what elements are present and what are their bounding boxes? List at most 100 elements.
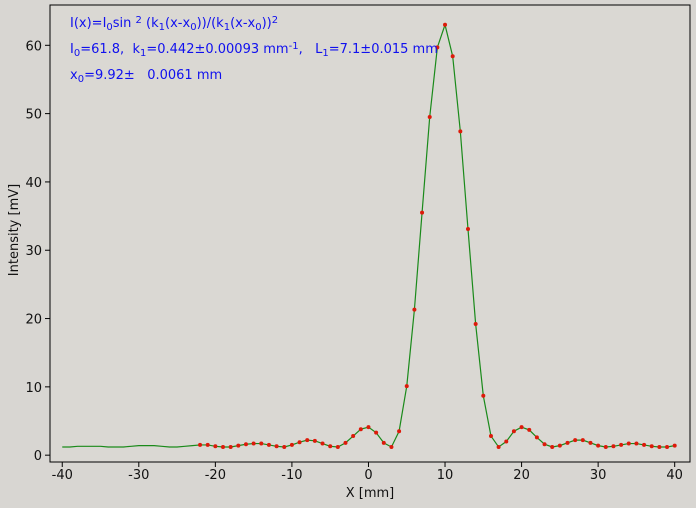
x-axis-label: X [mm] bbox=[346, 486, 395, 501]
data-point bbox=[366, 425, 371, 430]
annotation-part: -1 bbox=[289, 41, 299, 52]
data-point bbox=[443, 22, 448, 27]
data-point bbox=[343, 440, 348, 445]
data-point bbox=[534, 435, 539, 440]
data-point bbox=[243, 442, 248, 447]
annotation-part: (x-x bbox=[230, 16, 255, 31]
data-point bbox=[519, 425, 524, 430]
data-point bbox=[198, 442, 203, 447]
data-point bbox=[557, 443, 562, 448]
data-point bbox=[603, 444, 608, 449]
data-point bbox=[236, 443, 241, 448]
data-point bbox=[259, 441, 264, 446]
annotation-part: 1 bbox=[140, 48, 146, 59]
y-tick-label: 10 bbox=[25, 381, 42, 396]
y-axis-label: Intensity [mV] bbox=[7, 184, 22, 276]
data-point bbox=[565, 440, 570, 445]
data-point bbox=[511, 429, 516, 434]
annotation-part: ))/(k bbox=[197, 16, 225, 31]
y-tick-label: 50 bbox=[25, 108, 42, 123]
x-tick-label: 0 bbox=[364, 468, 372, 483]
data-point bbox=[274, 444, 279, 449]
x-tick-label: 20 bbox=[513, 468, 530, 483]
data-point bbox=[542, 442, 547, 447]
data-point bbox=[496, 444, 501, 449]
annotation-part: , L bbox=[299, 42, 324, 57]
data-point bbox=[642, 442, 647, 447]
annotation: I(x)=I0sin 2 (k1(x-x0))/(k1(x-x0))2 bbox=[70, 15, 278, 33]
data-point bbox=[320, 441, 325, 446]
data-point bbox=[412, 307, 417, 312]
annotation-part: 2 bbox=[136, 15, 142, 26]
data-point bbox=[665, 444, 670, 449]
annotation-part: sin bbox=[113, 16, 136, 31]
data-point bbox=[282, 444, 287, 449]
annotation-part: (k bbox=[142, 16, 159, 31]
data-point bbox=[228, 444, 233, 449]
data-point bbox=[205, 442, 210, 447]
data-point bbox=[634, 441, 639, 446]
annotation-part: (x-x bbox=[165, 16, 190, 31]
data-point bbox=[504, 439, 509, 444]
data-point bbox=[596, 443, 601, 448]
data-point bbox=[481, 393, 486, 398]
annotation-part: =7.1±0.015 mm bbox=[329, 42, 438, 57]
annotation: x0=9.92± 0.0061 mm bbox=[70, 68, 222, 85]
data-point bbox=[458, 129, 463, 134]
annotation-part: I bbox=[70, 42, 74, 57]
data-point bbox=[312, 438, 317, 443]
data-point bbox=[305, 438, 310, 443]
data-point bbox=[420, 210, 425, 215]
data-point bbox=[328, 444, 333, 449]
data-point bbox=[465, 227, 470, 232]
data-point bbox=[289, 442, 294, 447]
x-tick-label: 10 bbox=[437, 468, 454, 483]
data-point bbox=[588, 440, 593, 445]
data-point bbox=[527, 427, 532, 432]
x-tick-label: -30 bbox=[128, 468, 149, 483]
data-point bbox=[450, 54, 455, 59]
y-tick-label: 30 bbox=[25, 244, 42, 259]
annotation-part: 1 bbox=[224, 22, 230, 33]
y-tick-label: 60 bbox=[25, 39, 42, 54]
annotation-part: 0 bbox=[78, 74, 84, 85]
annotation-part: =61.8, k bbox=[80, 42, 140, 57]
data-point bbox=[550, 444, 555, 449]
data-point bbox=[573, 438, 578, 443]
annotation-part: 2 bbox=[272, 15, 278, 26]
data-point bbox=[626, 441, 631, 446]
data-point bbox=[389, 444, 394, 449]
x-tick-label: 40 bbox=[666, 468, 683, 483]
annotation-part: =0.442±0.00093 mm bbox=[146, 42, 288, 57]
annotation-part: 0 bbox=[106, 22, 112, 33]
data-point bbox=[397, 429, 402, 434]
data-point bbox=[381, 440, 386, 445]
data-point bbox=[374, 430, 379, 435]
data-point bbox=[488, 434, 493, 439]
x-tick-label: -20 bbox=[205, 468, 226, 483]
data-point bbox=[358, 427, 363, 432]
x-tick-label: -10 bbox=[281, 468, 302, 483]
annotation-part: )) bbox=[262, 16, 272, 31]
data-point bbox=[580, 438, 585, 443]
annotation-part: 0 bbox=[255, 22, 261, 33]
annotation-part: 1 bbox=[322, 48, 328, 59]
annotation-part: x bbox=[70, 68, 78, 83]
data-point bbox=[251, 441, 256, 446]
x-tick-label: 30 bbox=[590, 468, 607, 483]
y-tick-label: 40 bbox=[25, 176, 42, 191]
y-tick-label: 20 bbox=[25, 313, 42, 328]
annotation-part: 0 bbox=[190, 22, 196, 33]
data-point bbox=[657, 444, 662, 449]
data-point bbox=[404, 384, 409, 389]
data-point bbox=[297, 440, 302, 445]
data-point bbox=[266, 442, 271, 447]
plot-frame bbox=[49, 4, 691, 463]
data-point bbox=[351, 434, 356, 439]
annotation: I0=61.8, k1=0.442±0.00093 mm-1, L1=7.1±0… bbox=[70, 41, 438, 59]
data-point bbox=[335, 444, 340, 449]
annotation-part: =9.92± 0.0061 mm bbox=[84, 68, 222, 83]
annotation-part: 1 bbox=[159, 22, 165, 33]
x-tick-label: -40 bbox=[52, 468, 73, 483]
data-point bbox=[435, 45, 440, 50]
